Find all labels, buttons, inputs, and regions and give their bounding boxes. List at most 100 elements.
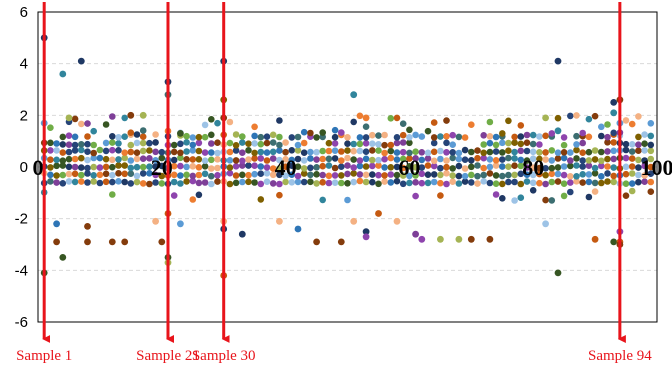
data-point bbox=[517, 170, 525, 178]
data-point bbox=[115, 156, 122, 163]
data-point bbox=[214, 164, 221, 172]
data-point bbox=[573, 162, 580, 169]
data-point bbox=[208, 116, 215, 123]
data-point bbox=[492, 180, 500, 187]
data-point bbox=[214, 172, 221, 179]
data-point bbox=[47, 164, 54, 171]
data-point bbox=[443, 133, 450, 140]
data-point bbox=[399, 139, 407, 146]
data-point bbox=[499, 180, 506, 188]
data-point bbox=[536, 164, 543, 172]
data-point bbox=[251, 179, 258, 186]
data-point bbox=[53, 172, 60, 179]
data-point bbox=[542, 171, 549, 179]
data-point bbox=[641, 131, 648, 138]
data-point bbox=[208, 156, 215, 164]
data-point bbox=[170, 171, 178, 179]
data-point bbox=[313, 134, 320, 141]
data-point bbox=[647, 163, 655, 171]
data-point bbox=[387, 171, 395, 178]
data-point bbox=[183, 139, 190, 146]
data-point bbox=[78, 154, 85, 162]
data-point bbox=[598, 157, 605, 165]
data-point bbox=[139, 127, 147, 134]
data-point bbox=[560, 180, 568, 187]
data-point bbox=[269, 165, 277, 172]
data-point bbox=[300, 178, 308, 186]
outlier-point bbox=[127, 111, 135, 119]
data-point bbox=[338, 163, 345, 170]
data-point bbox=[84, 164, 91, 172]
data-point bbox=[269, 171, 277, 179]
data-point bbox=[257, 163, 265, 170]
data-point bbox=[529, 155, 537, 162]
outlier-point bbox=[554, 127, 562, 135]
data-point bbox=[47, 171, 54, 179]
data-point bbox=[226, 139, 234, 147]
data-point bbox=[585, 171, 593, 178]
data-point bbox=[523, 171, 531, 178]
data-point bbox=[356, 177, 364, 185]
data-point bbox=[139, 147, 147, 155]
outlier-point bbox=[53, 238, 60, 246]
data-point bbox=[381, 172, 388, 179]
data-point bbox=[635, 147, 642, 154]
data-point bbox=[78, 164, 85, 171]
data-point bbox=[152, 139, 159, 146]
data-point bbox=[102, 121, 110, 128]
data-point bbox=[344, 154, 351, 162]
data-point bbox=[251, 123, 258, 131]
data-point bbox=[96, 164, 104, 171]
data-point bbox=[387, 115, 395, 122]
data-point bbox=[622, 117, 630, 124]
data-point bbox=[53, 140, 60, 147]
data-point bbox=[325, 172, 333, 180]
data-point bbox=[313, 156, 320, 163]
data-point bbox=[96, 154, 104, 162]
data-point bbox=[47, 156, 54, 163]
data-point bbox=[115, 134, 122, 141]
data-point bbox=[59, 171, 67, 179]
data-point bbox=[183, 132, 190, 140]
data-point bbox=[362, 163, 370, 170]
data-point bbox=[53, 162, 60, 170]
data-point bbox=[177, 180, 184, 187]
data-point bbox=[71, 115, 79, 123]
data-point bbox=[560, 163, 568, 170]
data-point bbox=[443, 117, 450, 124]
data-point bbox=[499, 195, 506, 202]
data-point bbox=[641, 172, 648, 179]
data-point bbox=[505, 147, 512, 154]
data-point bbox=[536, 133, 543, 140]
data-point bbox=[319, 162, 327, 170]
data-point bbox=[591, 170, 599, 177]
data-point bbox=[560, 134, 568, 141]
data-point bbox=[65, 141, 73, 148]
outlier-point bbox=[313, 238, 320, 246]
data-point bbox=[269, 155, 277, 162]
data-point bbox=[251, 170, 258, 178]
data-point bbox=[226, 180, 234, 188]
data-point bbox=[369, 171, 376, 178]
data-point bbox=[628, 163, 636, 170]
data-point bbox=[468, 148, 475, 156]
data-point bbox=[474, 147, 481, 154]
data-point bbox=[313, 180, 320, 187]
data-point bbox=[102, 170, 110, 178]
data-point bbox=[486, 163, 494, 171]
data-point bbox=[641, 147, 648, 154]
data-point bbox=[523, 139, 531, 146]
data-point bbox=[393, 134, 401, 141]
data-point bbox=[604, 148, 611, 155]
data-point bbox=[65, 170, 73, 178]
data-point bbox=[239, 157, 246, 165]
data-point bbox=[195, 179, 203, 187]
data-point bbox=[189, 196, 197, 203]
data-point bbox=[232, 157, 240, 164]
data-point bbox=[443, 180, 450, 188]
data-point bbox=[133, 155, 141, 163]
data-point bbox=[511, 197, 518, 204]
data-point bbox=[480, 132, 488, 139]
data-point bbox=[455, 172, 463, 180]
data-point bbox=[548, 130, 556, 137]
